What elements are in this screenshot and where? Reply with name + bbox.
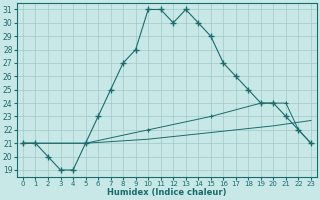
- X-axis label: Humidex (Indice chaleur): Humidex (Indice chaleur): [107, 188, 227, 197]
